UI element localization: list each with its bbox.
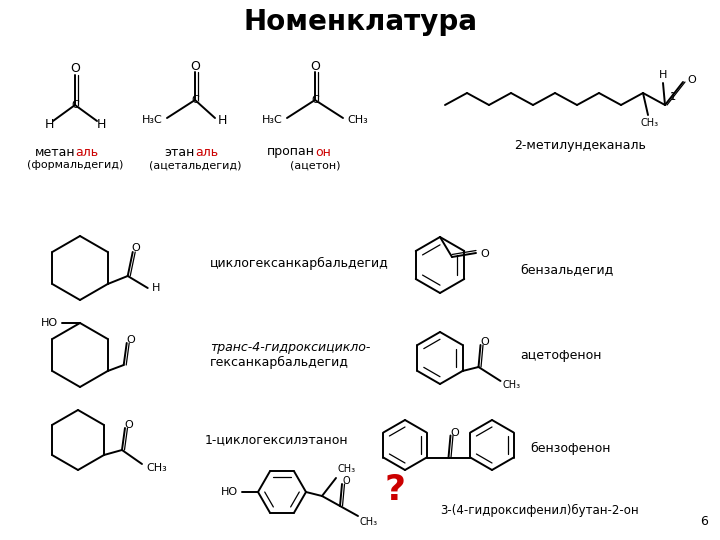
Text: 3-(4-гидроксифенил)бутан-2-он: 3-(4-гидроксифенил)бутан-2-он <box>440 503 639 517</box>
Text: HO: HO <box>41 318 58 328</box>
Text: O: O <box>310 59 320 72</box>
Text: O: O <box>342 476 350 486</box>
Text: циклогексанкарбальдегид: циклогексанкарбальдегид <box>210 256 389 269</box>
Text: H: H <box>45 118 54 131</box>
Text: аль: аль <box>195 145 218 159</box>
Text: 1: 1 <box>670 92 676 102</box>
Text: CH₃: CH₃ <box>503 380 521 390</box>
Text: он: он <box>315 145 331 159</box>
Text: CH₃: CH₃ <box>360 517 378 527</box>
Text: бензофенон: бензофенон <box>530 442 611 455</box>
Text: CH₃: CH₃ <box>338 464 356 474</box>
Text: C: C <box>311 95 319 105</box>
Text: H: H <box>659 70 667 80</box>
Text: гексанкарбальдегид: гексанкарбальдегид <box>210 355 349 368</box>
Text: ?: ? <box>384 473 405 507</box>
Text: O: O <box>480 249 489 259</box>
Text: O: O <box>126 335 135 345</box>
Text: бензальдегид: бензальдегид <box>520 264 613 276</box>
Text: 2-метилундеканаль: 2-метилундеканаль <box>514 138 646 152</box>
Text: O: O <box>190 59 200 72</box>
Text: CH₃: CH₃ <box>641 118 659 128</box>
Text: Номенклатура: Номенклатура <box>243 8 477 36</box>
Text: (ацетальдегид): (ацетальдегид) <box>149 160 241 170</box>
Text: аль: аль <box>75 145 98 159</box>
Text: метан: метан <box>35 145 75 159</box>
Text: ацетофенон: ацетофенон <box>520 348 601 361</box>
Text: O: O <box>450 428 459 437</box>
Text: HO: HO <box>221 487 238 497</box>
Text: C: C <box>71 100 79 110</box>
Text: O: O <box>480 337 489 347</box>
Text: H: H <box>218 113 228 126</box>
Text: O: O <box>131 243 140 253</box>
Text: транс-4-гидроксицикло-: транс-4-гидроксицикло- <box>210 341 370 354</box>
Text: (ацетон): (ацетон) <box>289 160 341 170</box>
Text: H: H <box>96 118 106 131</box>
Text: CH₃: CH₃ <box>347 115 368 125</box>
Text: 6: 6 <box>700 515 708 528</box>
Text: H: H <box>152 283 160 293</box>
Text: (формальдегид): (формальдегид) <box>27 160 123 170</box>
Text: 1-циклогексилэтанон: 1-циклогексилэтанон <box>205 434 348 447</box>
Text: C: C <box>191 95 199 105</box>
Text: O: O <box>687 75 696 85</box>
Text: O: O <box>70 63 80 76</box>
Text: CH₃: CH₃ <box>146 463 167 473</box>
Text: O: O <box>125 420 133 430</box>
Text: H₃C: H₃C <box>262 115 283 125</box>
Text: пропан: пропан <box>267 145 315 159</box>
Text: этан: этан <box>165 145 195 159</box>
Text: H₃C: H₃C <box>143 115 163 125</box>
